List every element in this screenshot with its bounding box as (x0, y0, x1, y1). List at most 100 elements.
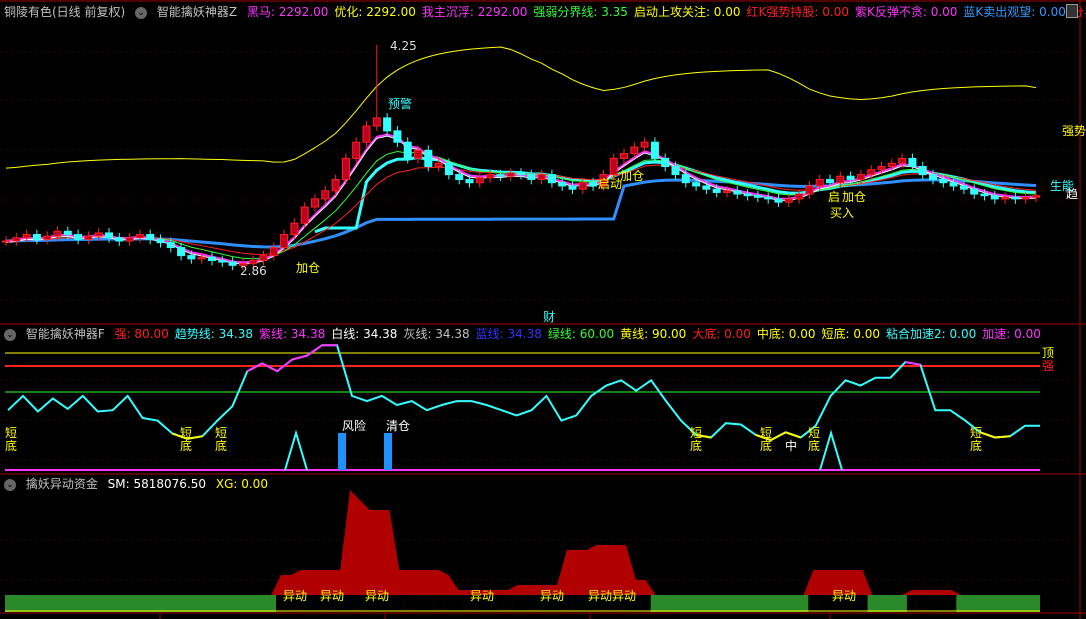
osc-header: ⌄ 智能擒妖神器F 强: 80.00 趋势线: 34.38 紫线: 34.38 白线:… (4, 325, 1053, 343)
candle (105, 232, 113, 239)
short-bottom-label: 短 (690, 426, 702, 440)
sm-value: SM: 5818076.50 (107, 477, 207, 491)
chevron-down-icon[interactable]: ⌄ (4, 328, 16, 341)
candle (929, 174, 937, 180)
trend-segment (785, 431, 802, 439)
mid-bottom-label: 中 (785, 438, 797, 453)
candle (166, 242, 175, 248)
short-bottom-label: 短 (215, 426, 227, 440)
candle (527, 174, 536, 180)
fund-gap (325, 595, 336, 612)
fund-gap (591, 595, 602, 612)
warning-label: 预警 (388, 96, 412, 111)
start-label: 启 (828, 190, 840, 204)
trend-line (7, 344, 1040, 442)
add-position-label: 加仓 (842, 190, 866, 204)
clear-position-label: 清仓 (386, 419, 410, 433)
candle (640, 141, 649, 148)
candle (300, 206, 309, 224)
trend-segment (261, 362, 278, 373)
trend-segment (187, 435, 203, 440)
candle (877, 166, 886, 171)
candle (784, 198, 793, 203)
fund-header: ⌄ 擒妖异动资金 SM: 5818076.50 XG: 0.00 (4, 475, 274, 493)
indicator-name[interactable]: 智能擒妖神器Z (156, 5, 238, 19)
candle (692, 182, 701, 187)
fund-gap (552, 595, 562, 612)
candle (362, 125, 371, 143)
indicator-name[interactable]: 擒妖异动资金 (25, 477, 98, 491)
candle (403, 141, 412, 159)
short-bottom-label: 短 (970, 426, 982, 440)
fund-gap (364, 595, 375, 612)
add-position-label: 加仓 (620, 169, 644, 183)
fund-gap (571, 595, 582, 612)
candle (1001, 196, 1010, 200)
fund-gap (906, 595, 917, 612)
fund-gap (443, 595, 454, 612)
bull-label: 生能 (1050, 179, 1074, 193)
candle (197, 256, 206, 260)
candle (135, 234, 144, 239)
fund-gap (828, 595, 838, 612)
candle (280, 234, 289, 248)
candle (228, 261, 237, 266)
candle (733, 190, 742, 195)
candle (558, 182, 567, 187)
indicator-value: 蓝线: 34.38 (475, 327, 542, 341)
short-bottom-label: 短 (5, 426, 17, 440)
indicator-value: 短底: 0.00 (821, 327, 881, 341)
trend-segment (995, 435, 1011, 439)
candle (311, 198, 319, 208)
candle (949, 182, 958, 187)
spike-line (819, 429, 843, 471)
anomaly-label: 异动 (470, 589, 494, 603)
indicator-value: 白线: 34.38 (331, 327, 398, 341)
add-position-label: 加仓 (296, 261, 320, 275)
anomaly-label: 异动 (832, 589, 856, 603)
candle (702, 185, 711, 190)
fund-gap (502, 595, 513, 612)
indicator-value: 大底: 0.00 (692, 327, 751, 341)
candle (867, 169, 876, 176)
fund-gap (433, 595, 444, 612)
chevron-down-icon[interactable]: ⌄ (4, 478, 16, 491)
indicator-value: 紫K反弹不贪: 0.00 (854, 5, 958, 19)
fund-gap (354, 595, 365, 612)
fund-gap (295, 595, 306, 612)
start-label: 启动 (598, 177, 622, 191)
fund-gap (335, 595, 346, 612)
candle (434, 162, 443, 167)
candle (547, 174, 556, 184)
short-bottom-label: 底 (808, 438, 820, 453)
anomaly-label: 异动 (320, 589, 344, 603)
chevron-down-icon[interactable]: ⌄ (135, 6, 148, 19)
candle (486, 174, 495, 179)
indicator-value: 粘合加速2: 0.00 (886, 327, 977, 341)
fund-area (5, 490, 1040, 595)
anomaly-label: 异动 (365, 589, 389, 603)
candle (723, 190, 731, 193)
short-bottom-label: 底 (215, 438, 227, 453)
trend-segment (291, 354, 308, 361)
candle (661, 157, 670, 167)
fund-gap (305, 595, 316, 612)
clear-bar (384, 433, 392, 470)
candle (918, 166, 927, 176)
candle (506, 172, 515, 177)
buy-label: 买入 (830, 206, 854, 220)
fund-gap (640, 595, 651, 612)
window-toggle-button[interactable] (1066, 4, 1078, 18)
fund-gap (512, 595, 523, 612)
fund-gap (453, 595, 464, 612)
candle (743, 193, 752, 197)
fund-gap (916, 595, 927, 612)
indicator-value: 加速: 0.00 (982, 327, 1041, 341)
candle (856, 174, 865, 180)
candle (125, 237, 134, 242)
indicator-name[interactable]: 智能擒妖神器F (25, 327, 105, 341)
candle (650, 141, 659, 159)
candle (465, 178, 474, 184)
